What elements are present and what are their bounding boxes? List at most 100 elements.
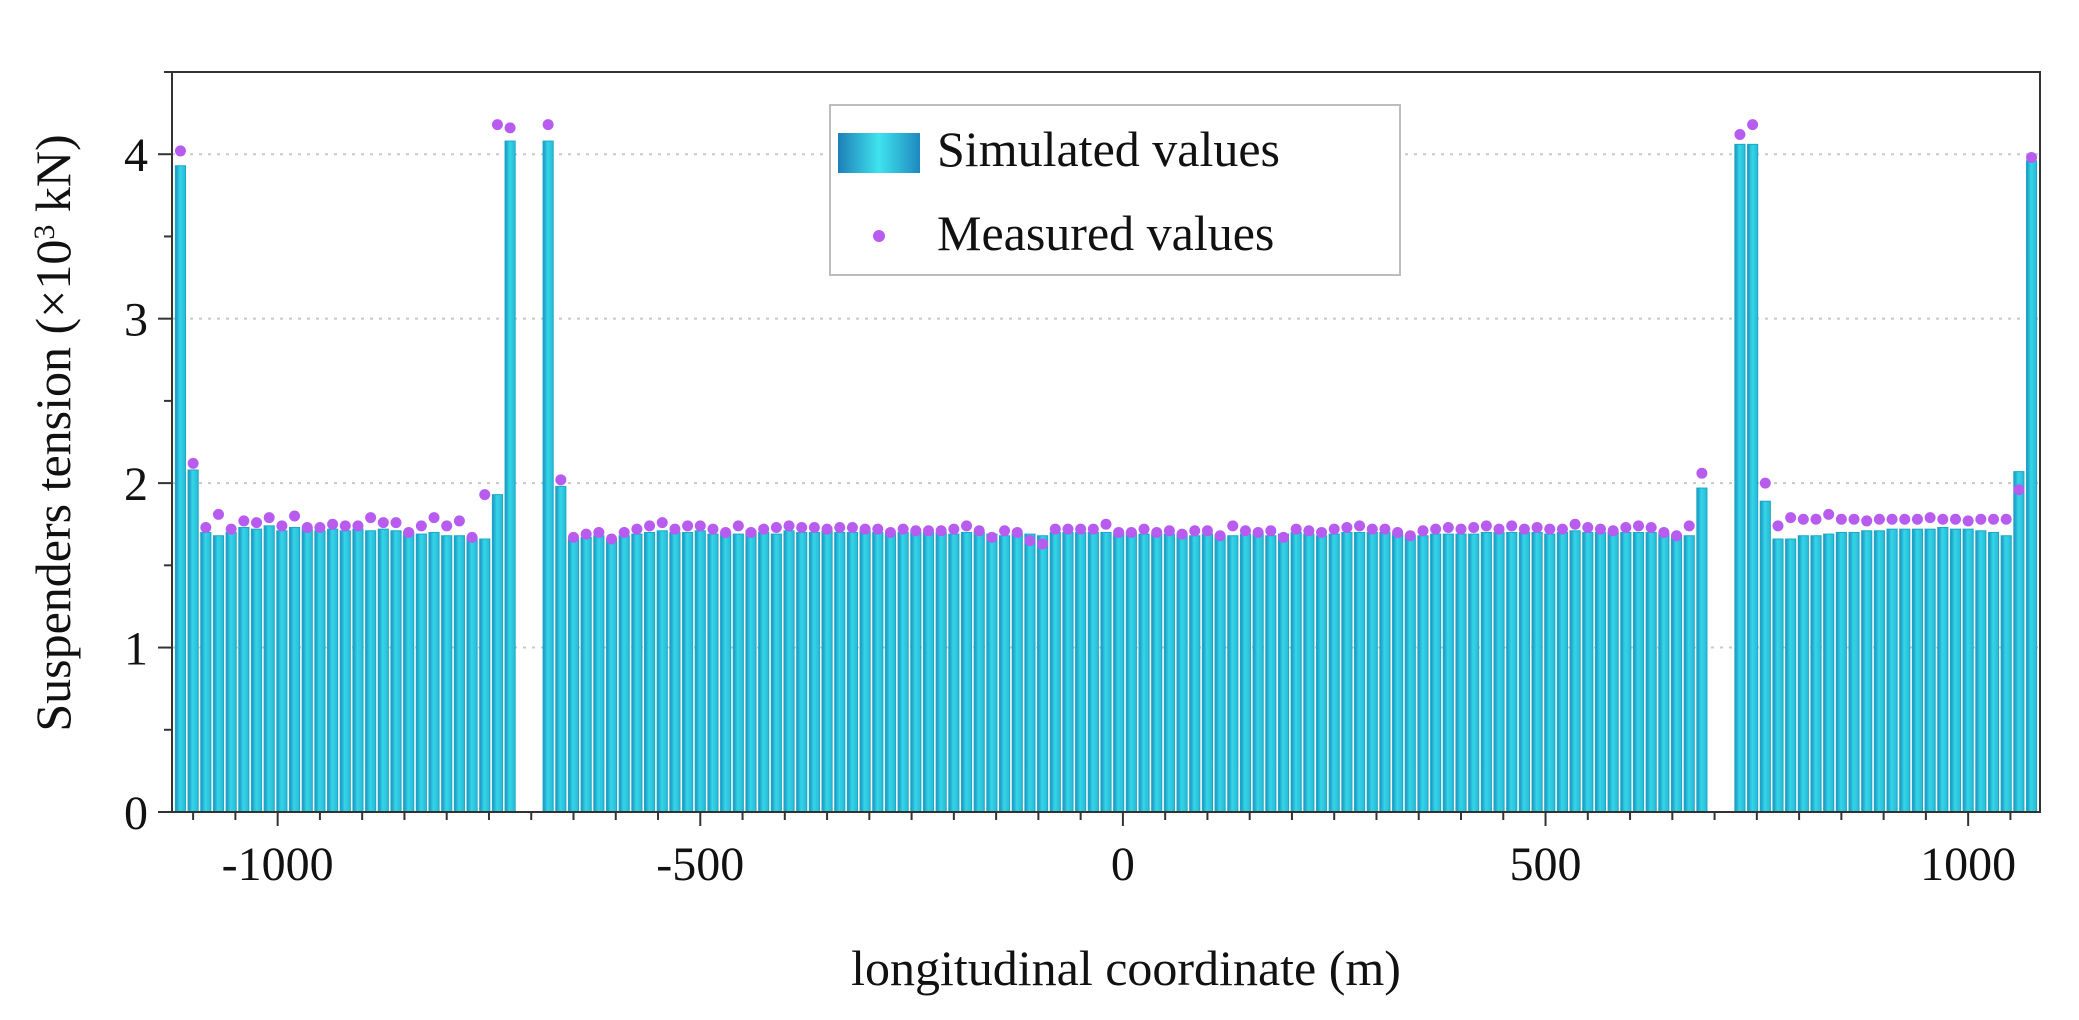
measured-point [1696, 467, 1708, 479]
simulated-bar [618, 535, 630, 813]
measured-point [606, 533, 618, 545]
measured-point [1797, 513, 1809, 525]
measured-point [567, 531, 579, 543]
measured-point [377, 517, 389, 529]
simulated-bar [1962, 528, 1974, 813]
simulated-bar [1125, 531, 1137, 813]
x-tick-label: 0 [1111, 838, 1135, 891]
measured-point [1810, 513, 1822, 525]
measured-point [1366, 523, 1378, 535]
measured-point [1645, 522, 1657, 534]
measured-point [644, 520, 656, 532]
measured-point [1087, 523, 1099, 535]
measured-point [1480, 520, 1492, 532]
measured-point [1582, 522, 1594, 534]
measured-point [479, 489, 491, 501]
measured-point [276, 520, 288, 532]
measured-point [1886, 513, 1898, 525]
measured-point [453, 515, 465, 527]
measured-point [656, 517, 668, 529]
measured-point [200, 522, 212, 534]
measured-point [1278, 531, 1290, 543]
measured-point [770, 522, 782, 534]
simulated-bar [1430, 533, 1442, 813]
measured-point [1430, 523, 1442, 535]
measured-point [2013, 484, 2025, 496]
simulated-bar [656, 530, 668, 813]
simulated-bar [1354, 531, 1366, 813]
measured-point [1265, 525, 1277, 537]
simulated-bar [1138, 533, 1150, 813]
y-axis-title: Suspenders tension (×103 kN) [25, 134, 81, 731]
simulated-bar [1556, 531, 1569, 813]
simulated-bar [1531, 531, 1543, 813]
measured-point [1607, 525, 1619, 537]
measured-point [1062, 523, 1074, 535]
measured-point [922, 525, 934, 537]
x-tick-label: -1000 [222, 838, 334, 891]
simulated-bar [200, 531, 212, 813]
measured-point [1201, 525, 1213, 537]
simulated-bar [1493, 531, 1505, 813]
simulated-bar [694, 530, 706, 813]
measured-point [1239, 525, 1251, 537]
measured-point [1176, 528, 1188, 540]
simulated-bar [327, 528, 339, 813]
measured-point [872, 523, 884, 535]
measured-point [1011, 526, 1023, 538]
simulated-bar [593, 535, 605, 813]
measured-point [1911, 513, 1923, 525]
simulated-bar [1011, 533, 1023, 813]
measured-point [1417, 525, 1429, 537]
simulated-bar [555, 485, 567, 813]
simulated-bar [859, 530, 871, 813]
simulated-bar [1506, 531, 1518, 813]
simulated-bar [948, 533, 960, 813]
simulated-bar [1341, 531, 1353, 813]
measured-point [1633, 520, 1645, 532]
measured-point [1759, 477, 1771, 489]
simulated-bar [1392, 533, 1404, 813]
simulated-bar [1303, 533, 1315, 813]
measured-point [897, 523, 909, 535]
simulated-bar [821, 530, 833, 813]
simulated-bar [783, 530, 795, 813]
measured-point [910, 525, 922, 537]
measured-point [1214, 530, 1226, 542]
simulated-bar [960, 531, 973, 813]
tick-labels: -1000 -500 0 500 1000 0 1 2 3 4 [124, 129, 2016, 891]
simulated-bar [1366, 531, 1378, 813]
measured-point [1290, 523, 1302, 535]
simulated-bar [884, 533, 897, 813]
simulated-bar [1037, 535, 1049, 813]
simulated-bar [846, 531, 858, 813]
simulated-bar [1252, 533, 1264, 813]
simulated-bar [973, 531, 985, 813]
measured-point [961, 520, 973, 532]
simulated-bar [1658, 533, 1670, 813]
simulated-bar [758, 531, 770, 813]
simulated-bar [1823, 533, 1835, 813]
simulated-bar [796, 531, 808, 813]
measured-point [1531, 522, 1543, 534]
simulated-bar [1239, 533, 1252, 813]
simulated-bar [187, 469, 199, 813]
simulated-bar [707, 533, 719, 813]
simulated-bar [1265, 535, 1277, 813]
measured-point [618, 526, 630, 538]
simulated-bar [834, 531, 846, 813]
measured-point [2000, 513, 2012, 525]
measured-point [1937, 513, 1949, 525]
measured-point [973, 525, 985, 537]
measured-point [289, 510, 301, 522]
simulated-bar [288, 527, 301, 813]
measured-point [758, 523, 770, 535]
y-axis-title-prefix: Suspenders tension (×10 [25, 240, 81, 732]
measured-point [1785, 512, 1797, 524]
simulated-bar [1810, 535, 1822, 813]
simulated-bar [1797, 535, 1809, 813]
simulated-bar [580, 536, 592, 813]
simulated-bar [1987, 531, 2000, 813]
simulated-bar [1328, 533, 1340, 813]
measured-point [986, 531, 998, 543]
